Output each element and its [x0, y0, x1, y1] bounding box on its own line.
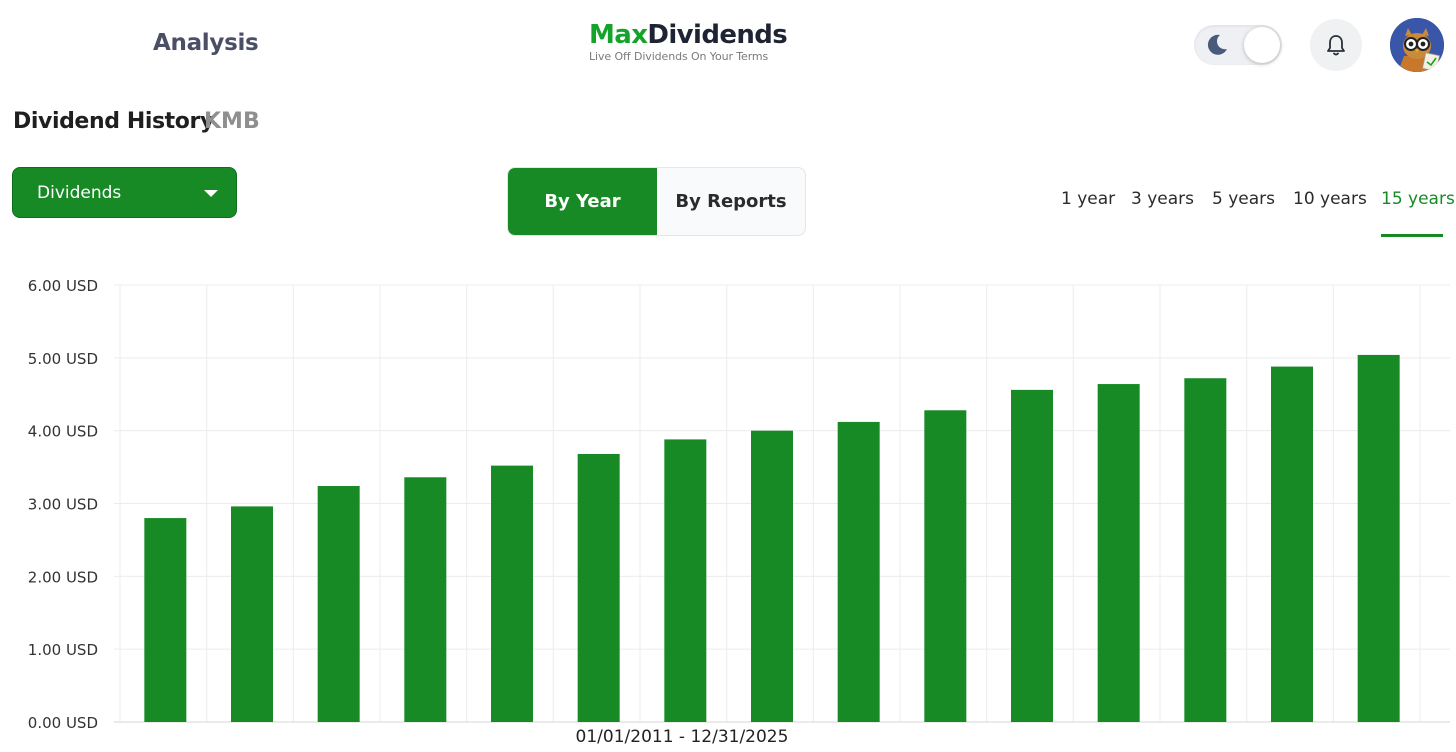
- y-tick-label: 3.00 USD: [28, 496, 98, 514]
- metric-select-value: Dividends: [37, 182, 122, 203]
- bar-2016[interactable]: [577, 453, 620, 722]
- owl-avatar-icon: [1390, 18, 1444, 72]
- range-tab-1-year[interactable]: 1 year: [1061, 189, 1116, 209]
- bar-2023[interactable]: [1184, 378, 1227, 722]
- chart-svg: 0.00 USD 1.00 USD 2.00 USD 3.00 USD 4.00 USD…: [28, 277, 1450, 732]
- y-tick-label: 6.00 USD: [28, 277, 98, 295]
- bar-2011[interactable]: [144, 518, 187, 722]
- ticker-symbol: KMB: [204, 109, 260, 134]
- brand-tagline: Live Off Dividends On Your Terms: [589, 50, 769, 63]
- avatar[interactable]: [1390, 18, 1444, 72]
- range-tab-3-years[interactable]: 3 years: [1131, 189, 1195, 209]
- y-tick-label: 0.00 USD: [28, 714, 98, 732]
- bar-2018[interactable]: [751, 430, 793, 722]
- bar-2020[interactable]: [924, 410, 967, 722]
- theme-toggle-knob[interactable]: [1244, 27, 1280, 63]
- brand-rest: Dividends: [647, 20, 788, 50]
- page-title: Analysis: [153, 30, 259, 56]
- bar-2022[interactable]: [1097, 384, 1140, 722]
- bar-2015[interactable]: [491, 465, 533, 722]
- range-tabs: 1 year 3 years 5 years 10 years 15 years: [0, 185, 1456, 240]
- bar-2019[interactable]: [837, 421, 880, 722]
- bar-2012[interactable]: [231, 506, 273, 722]
- brand-name: MaxDividends: [589, 20, 788, 50]
- by-reports-button[interactable]: By Reports: [675, 191, 787, 212]
- bar-2017[interactable]: [664, 439, 707, 722]
- bar-2013[interactable]: [317, 486, 360, 722]
- range-tab-15-years[interactable]: 15 years: [1381, 185, 1455, 237]
- by-year-button[interactable]: By Year: [508, 168, 657, 235]
- bar-2025[interactable]: [1357, 354, 1400, 722]
- theme-toggle[interactable]: [1194, 25, 1282, 65]
- y-tick-label: 1.00 USD: [28, 641, 98, 659]
- bar-2024[interactable]: [1271, 366, 1313, 722]
- brand-accent: Max: [589, 20, 648, 50]
- y-tick-label: 2.00 USD: [28, 568, 98, 586]
- view-toggle: By Year By Reports: [507, 167, 806, 236]
- bar-2021[interactable]: [1011, 389, 1053, 722]
- moon-icon: [1207, 34, 1227, 55]
- range-tab-5-years[interactable]: 5 years: [1212, 189, 1276, 209]
- range-tab-10-years[interactable]: 10 years: [1293, 189, 1367, 209]
- y-tick-label: 4.00 USD: [28, 423, 98, 441]
- notifications-button[interactable]: [1310, 19, 1362, 71]
- y-tick-label: 5.00 USD: [28, 350, 98, 368]
- bar-2014[interactable]: [404, 477, 447, 722]
- metric-select[interactable]: Dividends: [12, 167, 237, 218]
- bell-icon: [1327, 35, 1345, 56]
- caret-down-icon: [204, 190, 218, 197]
- brand-logo[interactable]: MaxDividends Live Off Dividends On Your …: [589, 20, 788, 63]
- chart-date-range: 01/01/2011 - 12/31/2025: [575, 727, 789, 747]
- section-title: Dividend History: [13, 109, 214, 134]
- dividend-chart: 0.00 USD 1.00 USD 2.00 USD 3.00 USD 4.00 USD…: [0, 260, 1456, 752]
